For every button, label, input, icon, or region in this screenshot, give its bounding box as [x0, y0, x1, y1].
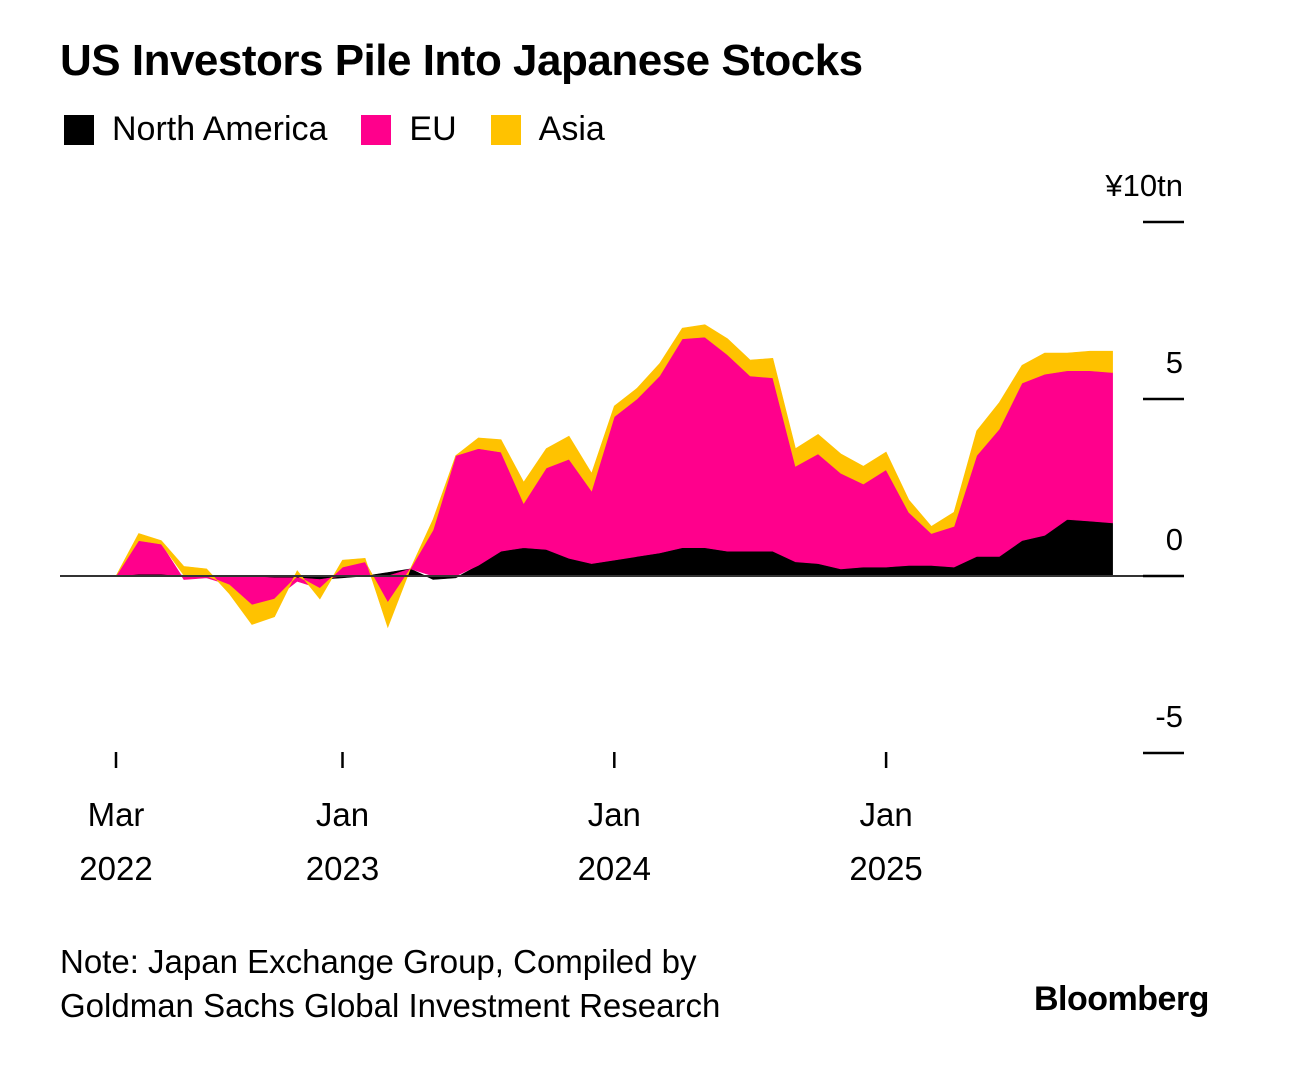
source-note-line-1: Note: Japan Exchange Group, Compiled by [60, 943, 697, 980]
area-asia [115, 324, 1113, 629]
y-tick-label: 5 [1166, 345, 1183, 380]
source-note-line-2: Goldman Sachs Global Investment Research [60, 987, 721, 1024]
x-tick-label-year: 2022 [79, 850, 152, 887]
x-tick-label-month: Jan [859, 796, 912, 833]
y-tick-label: 0 [1166, 522, 1183, 557]
x-tick-label-month: Jan [316, 796, 369, 833]
x-tick-label-month: Mar [88, 796, 145, 833]
x-tick-label-year: 2024 [578, 850, 651, 887]
legend-swatch-eu [361, 114, 392, 145]
y-tick-label: -5 [1155, 699, 1183, 734]
source-note: Note: Japan Exchange Group, Compiled by … [60, 940, 720, 1028]
bloomberg-logo: Bloomberg [1034, 980, 1209, 1018]
legend-label-eu: EU [409, 110, 457, 148]
legend-item-eu: EU [361, 110, 457, 149]
legend-label-asia: Asia [538, 110, 605, 148]
legend-label-north-america: North America [112, 110, 328, 148]
x-tick-label-year: 2023 [306, 850, 379, 887]
x-tick-label-month: Jan [588, 796, 641, 833]
legend-item-north-america: North America [64, 110, 327, 149]
legend: North America EU Asia [64, 110, 639, 149]
legend-item-asia: Asia [490, 110, 605, 149]
chart-title: US Investors Pile Into Japanese Stocks [60, 36, 863, 85]
legend-swatch-north-america [64, 114, 94, 145]
legend-swatch-asia [490, 114, 521, 145]
x-tick-label-year: 2025 [849, 850, 922, 887]
y-tick-label: ¥10tn [1104, 168, 1183, 203]
